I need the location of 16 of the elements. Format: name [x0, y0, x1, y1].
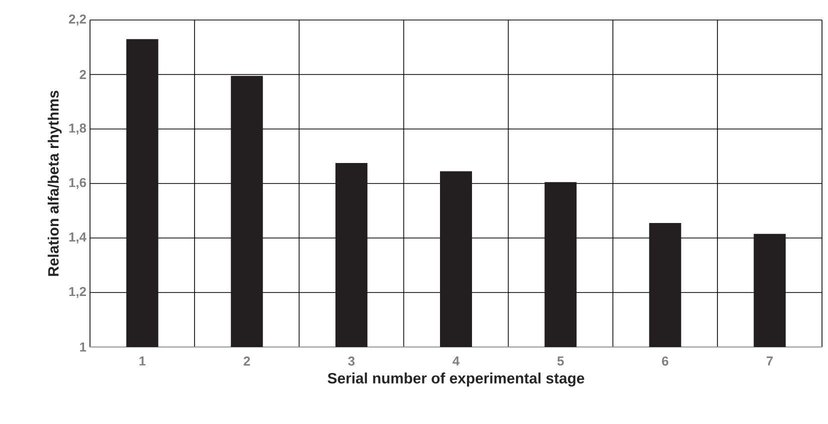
y-tick-label: 1,6: [69, 178, 86, 190]
x-tick-label: 3: [348, 356, 355, 366]
x-tick-label: 6: [662, 356, 668, 366]
y-axis-title: Relation alfa/beta rhythms: [48, 90, 62, 276]
y-tick-label: 1,4: [69, 232, 86, 244]
y-tick-label: 1,8: [69, 123, 86, 135]
x-axis-title: Serial number of experimental stage: [328, 372, 584, 387]
y-tick-label: 2: [80, 70, 86, 80]
x-tick-label: 2: [244, 356, 250, 366]
x-tick-label: 7: [766, 356, 773, 366]
x-tick-label: 4: [452, 356, 460, 366]
y-tick-label: 2,2: [68, 14, 86, 26]
x-tick-label: 5: [557, 356, 564, 366]
y-tick-label: 1,2: [69, 286, 86, 298]
y-tick-label: 1: [80, 342, 86, 352]
x-tick-label: 1: [140, 356, 146, 366]
